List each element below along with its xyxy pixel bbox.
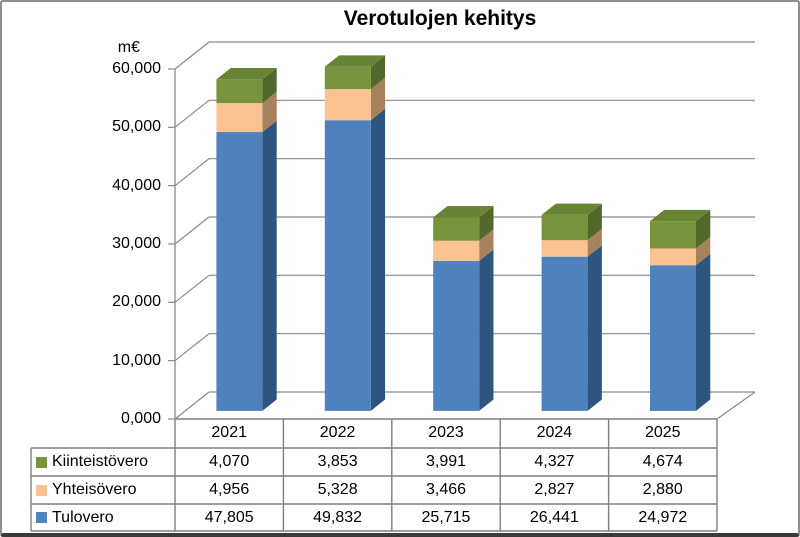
y-tick-label: 10,000 (112, 351, 161, 369)
bar-side-kiinteistövero-2023 (479, 206, 494, 241)
table-year-label: 2021 (211, 424, 247, 441)
bar-side-yhteisövero-2022 (370, 77, 386, 121)
bar-segment-kiinteistövero-2025 (650, 221, 696, 249)
bar-segment-yhteisövero-2024 (541, 240, 588, 257)
bar-top-kiinteistövero-2024 (541, 203, 602, 215)
table-value-cell: 3,466 (425, 481, 467, 498)
table-value-cell: 49,832 (313, 509, 363, 526)
bar-segment-tulovero-2022 (324, 120, 371, 411)
table-year-label: 2024 (536, 424, 573, 441)
bar-segment-tulovero-2025 (650, 265, 696, 411)
bar-top-kiinteistövero-2023 (433, 206, 494, 218)
bar-segment-yhteisövero-2022 (324, 89, 371, 121)
bar-segment-tulovero-2021 (216, 132, 263, 411)
bar-segment-tulovero-2024 (541, 256, 588, 411)
y-tick-label: 40,000 (112, 176, 161, 194)
table-value-cell: 4,070 (209, 453, 250, 470)
gridline-diagonal (174, 216, 210, 245)
bar-segment-kiinteistövero-2021 (216, 79, 263, 104)
bar-side-tulovero-2024 (587, 245, 602, 411)
gridline-diagonal (174, 333, 210, 362)
table-year-label: 2025 (644, 424, 681, 441)
y-tick-label: 0,000 (120, 410, 161, 427)
gridline-diagonal (174, 274, 210, 303)
table-value-cell: 47,805 (204, 509, 254, 526)
y-tick-label: 50,000 (112, 118, 161, 136)
bar-top-kiinteistövero-2021 (216, 68, 277, 80)
bar-segment-yhteisövero-2025 (650, 248, 696, 266)
table-series-label: Kiinteistövero (52, 453, 149, 470)
table-value-cell: 4,674 (642, 453, 683, 470)
y-tick-label: 60,000 (112, 60, 161, 77)
table-year-label: 2023 (428, 424, 464, 441)
table-series-label: Tulovero (52, 509, 114, 526)
bar-segment-kiinteistövero-2022 (324, 66, 371, 90)
table-value-cell: 2,880 (642, 481, 683, 498)
table-value-cell: 24,972 (638, 509, 688, 526)
bar-segment-kiinteistövero-2023 (433, 217, 480, 241)
bar-side-tulovero-2025 (696, 253, 711, 411)
table-value-cell: 4,956 (209, 481, 250, 498)
bar-side-tulovero-2021 (262, 120, 277, 411)
gridline-diagonal (174, 99, 210, 128)
gridline-diagonal (174, 158, 210, 187)
bar-side-yhteisövero-2025 (696, 237, 711, 266)
bar-segment-tulovero-2023 (433, 260, 480, 411)
table-series-label: Yhteisövero (52, 481, 137, 498)
bar-segment-kiinteistövero-2024 (541, 214, 588, 241)
legend-swatch-tulovero (36, 512, 47, 523)
bar-segment-yhteisövero-2021 (216, 103, 263, 133)
table-value-cell: 5,328 (317, 481, 358, 498)
table-value-cell: 2,827 (534, 481, 575, 498)
chart-title: Verotulojen kehitys (343, 7, 537, 30)
table-value-cell: 25,715 (421, 509, 471, 526)
gridline-diagonal (174, 391, 210, 420)
table-value-cell: 3,853 (317, 453, 358, 470)
bar-side-yhteisövero-2023 (479, 229, 494, 261)
bar-side-yhteisövero-2021 (262, 91, 277, 133)
bar-side-kiinteistövero-2024 (587, 203, 602, 241)
table-value-cell: 4,327 (534, 453, 575, 470)
y-tick-label: 30,000 (112, 235, 161, 252)
bar-side-kiinteistövero-2022 (370, 55, 386, 90)
table-value-cell: 3,991 (425, 453, 467, 470)
table-value-cell: 26,441 (529, 509, 579, 526)
y-axis-unit-label: m€ (117, 39, 140, 56)
legend-swatch-kiinteistövero (36, 456, 47, 468)
bar-side-tulovero-2023 (479, 249, 494, 411)
bar-side-kiinteistövero-2021 (262, 68, 277, 104)
bar-side-kiinteistövero-2025 (696, 209, 711, 249)
table-year-label: 2022 (319, 424, 356, 441)
gridline-diagonal (174, 41, 210, 70)
bar-side-tulovero-2022 (370, 108, 386, 411)
bar-segment-yhteisövero-2023 (433, 240, 480, 261)
floor-right-edge (716, 391, 756, 420)
bar-top-kiinteistövero-2022 (324, 55, 386, 67)
bar-top-kiinteistövero-2025 (650, 209, 711, 222)
legend-swatch-yhteisövero (36, 484, 47, 496)
bar-side-yhteisövero-2024 (587, 228, 602, 257)
y-tick-label: 20,000 (112, 293, 161, 311)
